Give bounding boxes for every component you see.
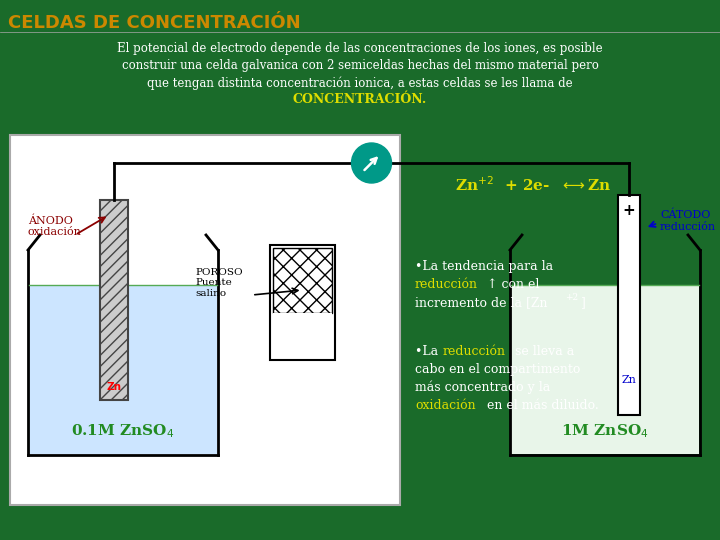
Text: CÁTODO
reducción: CÁTODO reducción: [660, 210, 716, 232]
Text: Zn: Zn: [621, 375, 636, 385]
Text: +: +: [623, 203, 635, 218]
Text: •La tendencia para la: •La tendencia para la: [415, 260, 553, 273]
Text: incremento de la [Zn: incremento de la [Zn: [415, 296, 547, 309]
Text: 1M ZnSO$_4$: 1M ZnSO$_4$: [561, 422, 649, 440]
Text: CELDAS DE CONCENTRACIÓN: CELDAS DE CONCENTRACIÓN: [8, 14, 301, 32]
Text: El potencial de electrodo depende de las concentraciones de los iones, es posibl: El potencial de electrodo depende de las…: [117, 42, 603, 55]
Text: construir una celda galvanica con 2 semiceldas hechas del mismo material pero: construir una celda galvanica con 2 semi…: [122, 59, 598, 72]
Bar: [618, 195, 640, 415]
Text: más concentrado y la: más concentrado y la: [415, 381, 550, 395]
Text: •La: •La: [415, 345, 442, 358]
Text: cabo en el compartimento: cabo en el compartimento: [415, 363, 580, 376]
Text: oxidación: oxidación: [415, 399, 476, 412]
Text: que tengan distinta concentración ionica, a estas celdas se les llama de: que tengan distinta concentración ionica…: [147, 76, 573, 90]
Circle shape: [351, 143, 392, 183]
Text: ↑ con el: ↑ con el: [483, 278, 539, 291]
Text: CONCENTRACIÓN.: CONCENTRACIÓN.: [293, 93, 427, 106]
Bar: [29, 285, 217, 454]
Text: Zn: Zn: [107, 382, 122, 392]
Text: reducción: reducción: [443, 345, 506, 358]
Text: POROSO
Puente
salino: POROSO Puente salino: [195, 268, 243, 298]
Text: ]: ]: [580, 296, 585, 309]
Bar: [270, 245, 335, 360]
Text: en el más diluido.: en el más diluido.: [483, 399, 599, 412]
Text: ÁNODO
oxidación: ÁNODO oxidación: [28, 215, 82, 237]
Text: se lleva a: se lleva a: [511, 345, 575, 358]
Text: reducción: reducción: [415, 278, 478, 291]
Text: +2: +2: [565, 293, 578, 302]
Bar: [273, 313, 332, 357]
Bar: [100, 200, 128, 400]
Bar: [511, 285, 699, 454]
Text: Zn$^{+2}$  + 2e-  $\longleftrightarrow$Zn: Zn$^{+2}$ + 2e- $\longleftrightarrow$Zn: [455, 175, 611, 194]
Bar: [273, 248, 332, 313]
Bar: [10, 135, 400, 505]
Text: 0.1M ZnSO$_4$: 0.1M ZnSO$_4$: [71, 422, 175, 440]
